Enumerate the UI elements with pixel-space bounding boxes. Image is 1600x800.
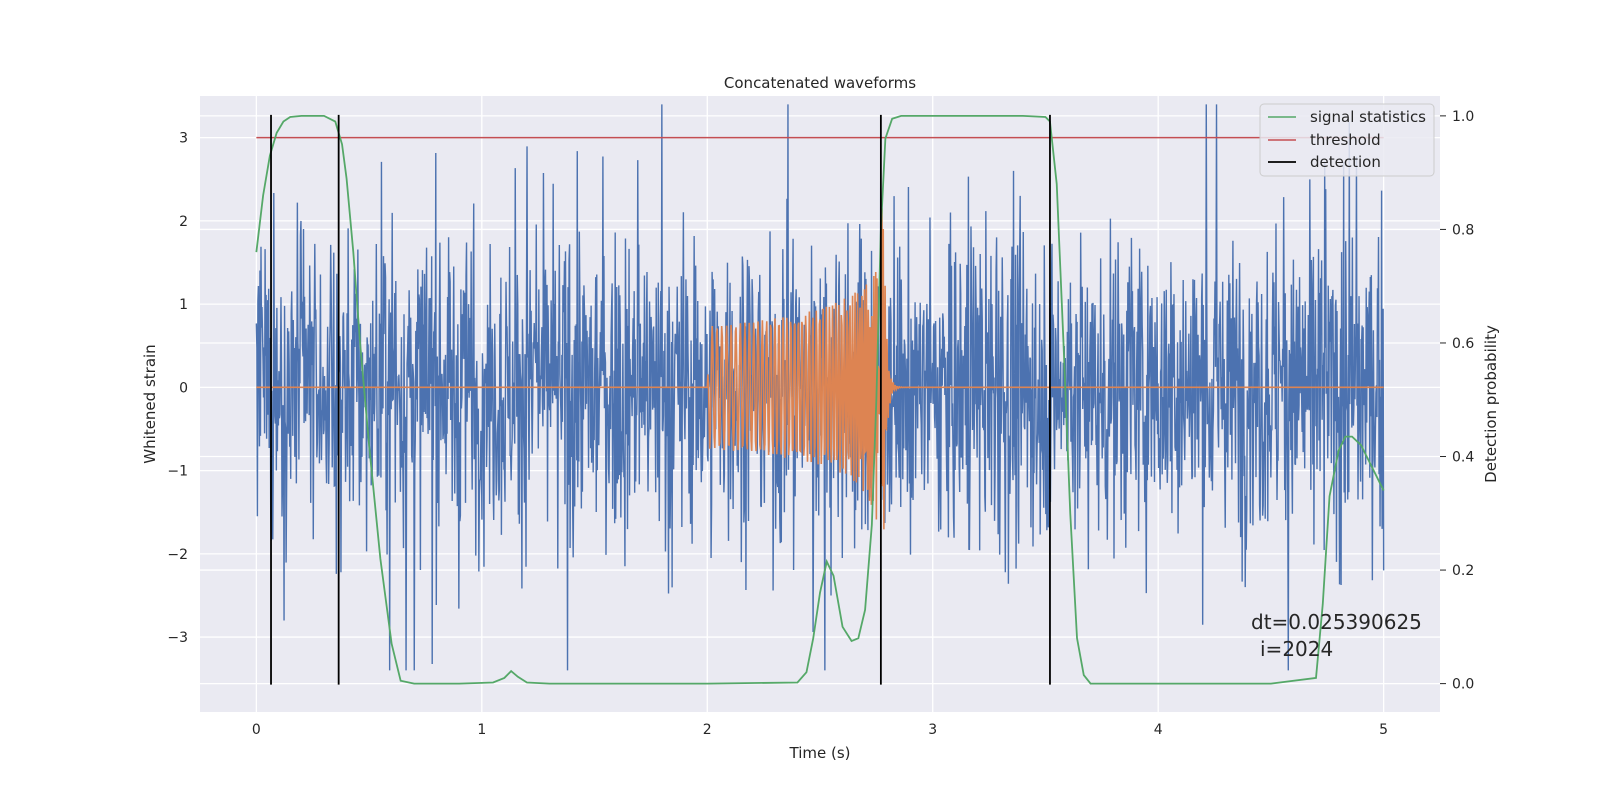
y2-tick-label: 0.2 [1452, 563, 1474, 579]
x-tick-label: 3 [928, 722, 937, 738]
annotation-i: i=2024 [1260, 637, 1333, 661]
y2-tick-label: 1.0 [1452, 109, 1474, 125]
x-tick-label: 4 [1154, 722, 1163, 738]
y-tick-label: −3 [167, 630, 188, 646]
y2-tick-label: 0.6 [1452, 336, 1474, 352]
legend-label-signal-statistics: signal statistics [1310, 108, 1426, 126]
y-tick-label: 0 [179, 380, 188, 396]
x-tick-label: 0 [252, 722, 261, 738]
injected-signal-series [256, 208, 1384, 530]
y-axis-label: Whitened strain [141, 344, 159, 463]
series-layer [255, 104, 1385, 685]
y2-tick-label: 0.0 [1452, 677, 1474, 693]
x-axis-label: Time (s) [789, 744, 851, 762]
legend: signal statistics threshold detection [1259, 103, 1435, 177]
x-tick-label: 1 [477, 722, 486, 738]
x-tick-label: 2 [703, 722, 712, 738]
axes: 0 1 2 3 4 5 −3 −2 −1 0 1 2 3 0.0 0.2 0.4 0.6 0.8 1.0 [167, 109, 1474, 738]
y-tick-label: 1 [179, 297, 188, 313]
legend-label-threshold: threshold [1310, 131, 1381, 149]
y2-tick-label: 0.4 [1452, 450, 1474, 466]
y-tick-label: 2 [179, 214, 188, 230]
y2-tick-label: 0.8 [1452, 222, 1474, 238]
y-tick-label: 3 [179, 131, 188, 147]
y-tick-label: −1 [167, 464, 188, 480]
annotation-dt: dt=0.025390625 [1251, 610, 1422, 634]
signal-statistics-series [255, 114, 1385, 685]
legend-box [1259, 103, 1435, 177]
legend-label-detection: detection [1310, 153, 1381, 171]
x-tick-label: 5 [1379, 722, 1388, 738]
y2-axis-label: Detection probability [1482, 325, 1500, 483]
chart-title: Concatenated waveforms [724, 74, 916, 92]
y-tick-label: −2 [167, 547, 188, 563]
